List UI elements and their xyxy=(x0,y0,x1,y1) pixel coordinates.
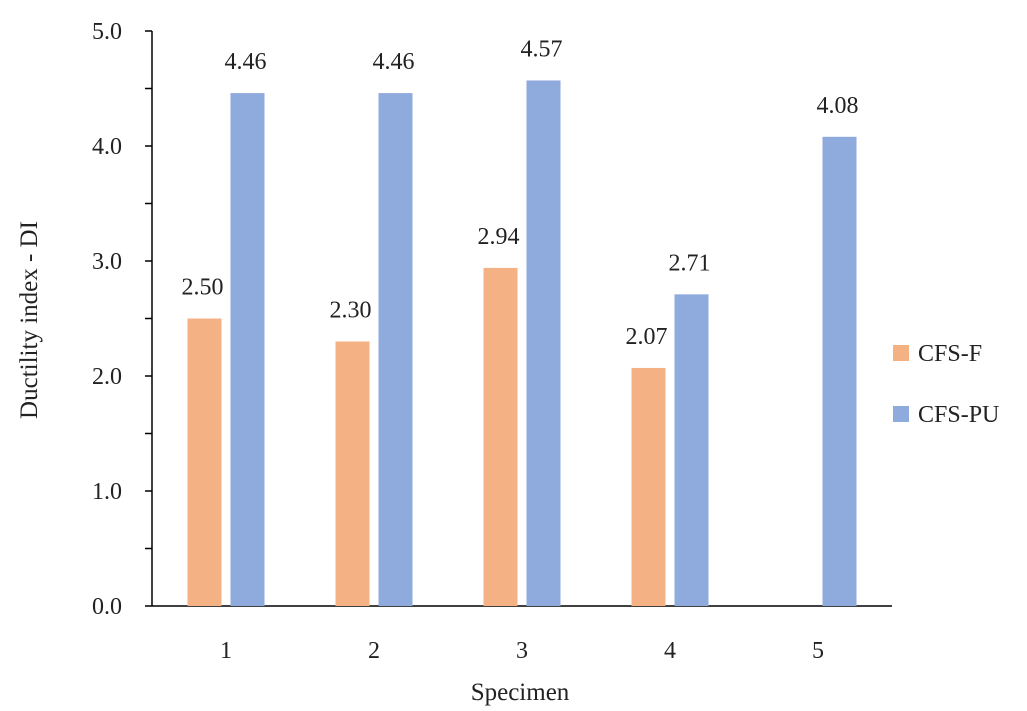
y-tick-label: 1.0 xyxy=(92,479,122,505)
y-tick-label: 2.0 xyxy=(92,364,122,390)
bar-cfs-pu xyxy=(822,136,857,607)
x-tick-label: 1 xyxy=(220,638,232,664)
data-label: 2.30 xyxy=(330,298,372,324)
x-axis-title: Specimen xyxy=(471,679,570,706)
data-label: 4.57 xyxy=(521,36,563,62)
y-axis-title: Ductility index - DI xyxy=(16,221,43,419)
bar-cfs-pu xyxy=(674,294,709,606)
x-tick-label: 3 xyxy=(516,638,528,664)
data-label: 4.46 xyxy=(225,49,267,75)
x-tick-label: 5 xyxy=(812,638,824,664)
y-tick-label: 3.0 xyxy=(92,249,122,275)
legend-swatch-cfs-f xyxy=(893,345,909,361)
y-tick-label: 4.0 xyxy=(92,134,122,160)
bar-cfs-pu xyxy=(230,93,265,607)
legend-label-cfs-f: CFS-F xyxy=(918,341,982,367)
legend-label-cfs-pu: CFS-PU xyxy=(918,402,999,428)
bar-cfs-pu xyxy=(526,80,561,606)
bar-cfs-f xyxy=(631,367,666,606)
bar-cfs-f xyxy=(483,267,518,606)
data-label: 2.50 xyxy=(182,275,224,301)
plot-area: 0.0 1.0 2.0 3.0 4.0 5.0 1 2.50 4.46 2 2.30 4.46 3 2.9… xyxy=(92,19,892,664)
bar-cfs-f xyxy=(335,341,370,606)
legend-swatch-cfs-pu xyxy=(893,406,909,422)
x-tick-label: 2 xyxy=(368,638,380,664)
y-tick-label: 5.0 xyxy=(92,19,122,45)
legend: CFS-F CFS-PU xyxy=(893,341,999,428)
bar-cfs-pu xyxy=(378,93,413,607)
data-label: 4.08 xyxy=(817,93,859,119)
x-tick-label: 4 xyxy=(664,638,676,664)
data-label: 2.07 xyxy=(626,324,668,350)
y-tick-label: 0.0 xyxy=(92,594,122,620)
data-label: 2.94 xyxy=(478,224,520,250)
data-label: 2.71 xyxy=(669,250,711,276)
bar-cfs-f xyxy=(187,318,222,606)
data-label: 4.46 xyxy=(373,49,415,75)
